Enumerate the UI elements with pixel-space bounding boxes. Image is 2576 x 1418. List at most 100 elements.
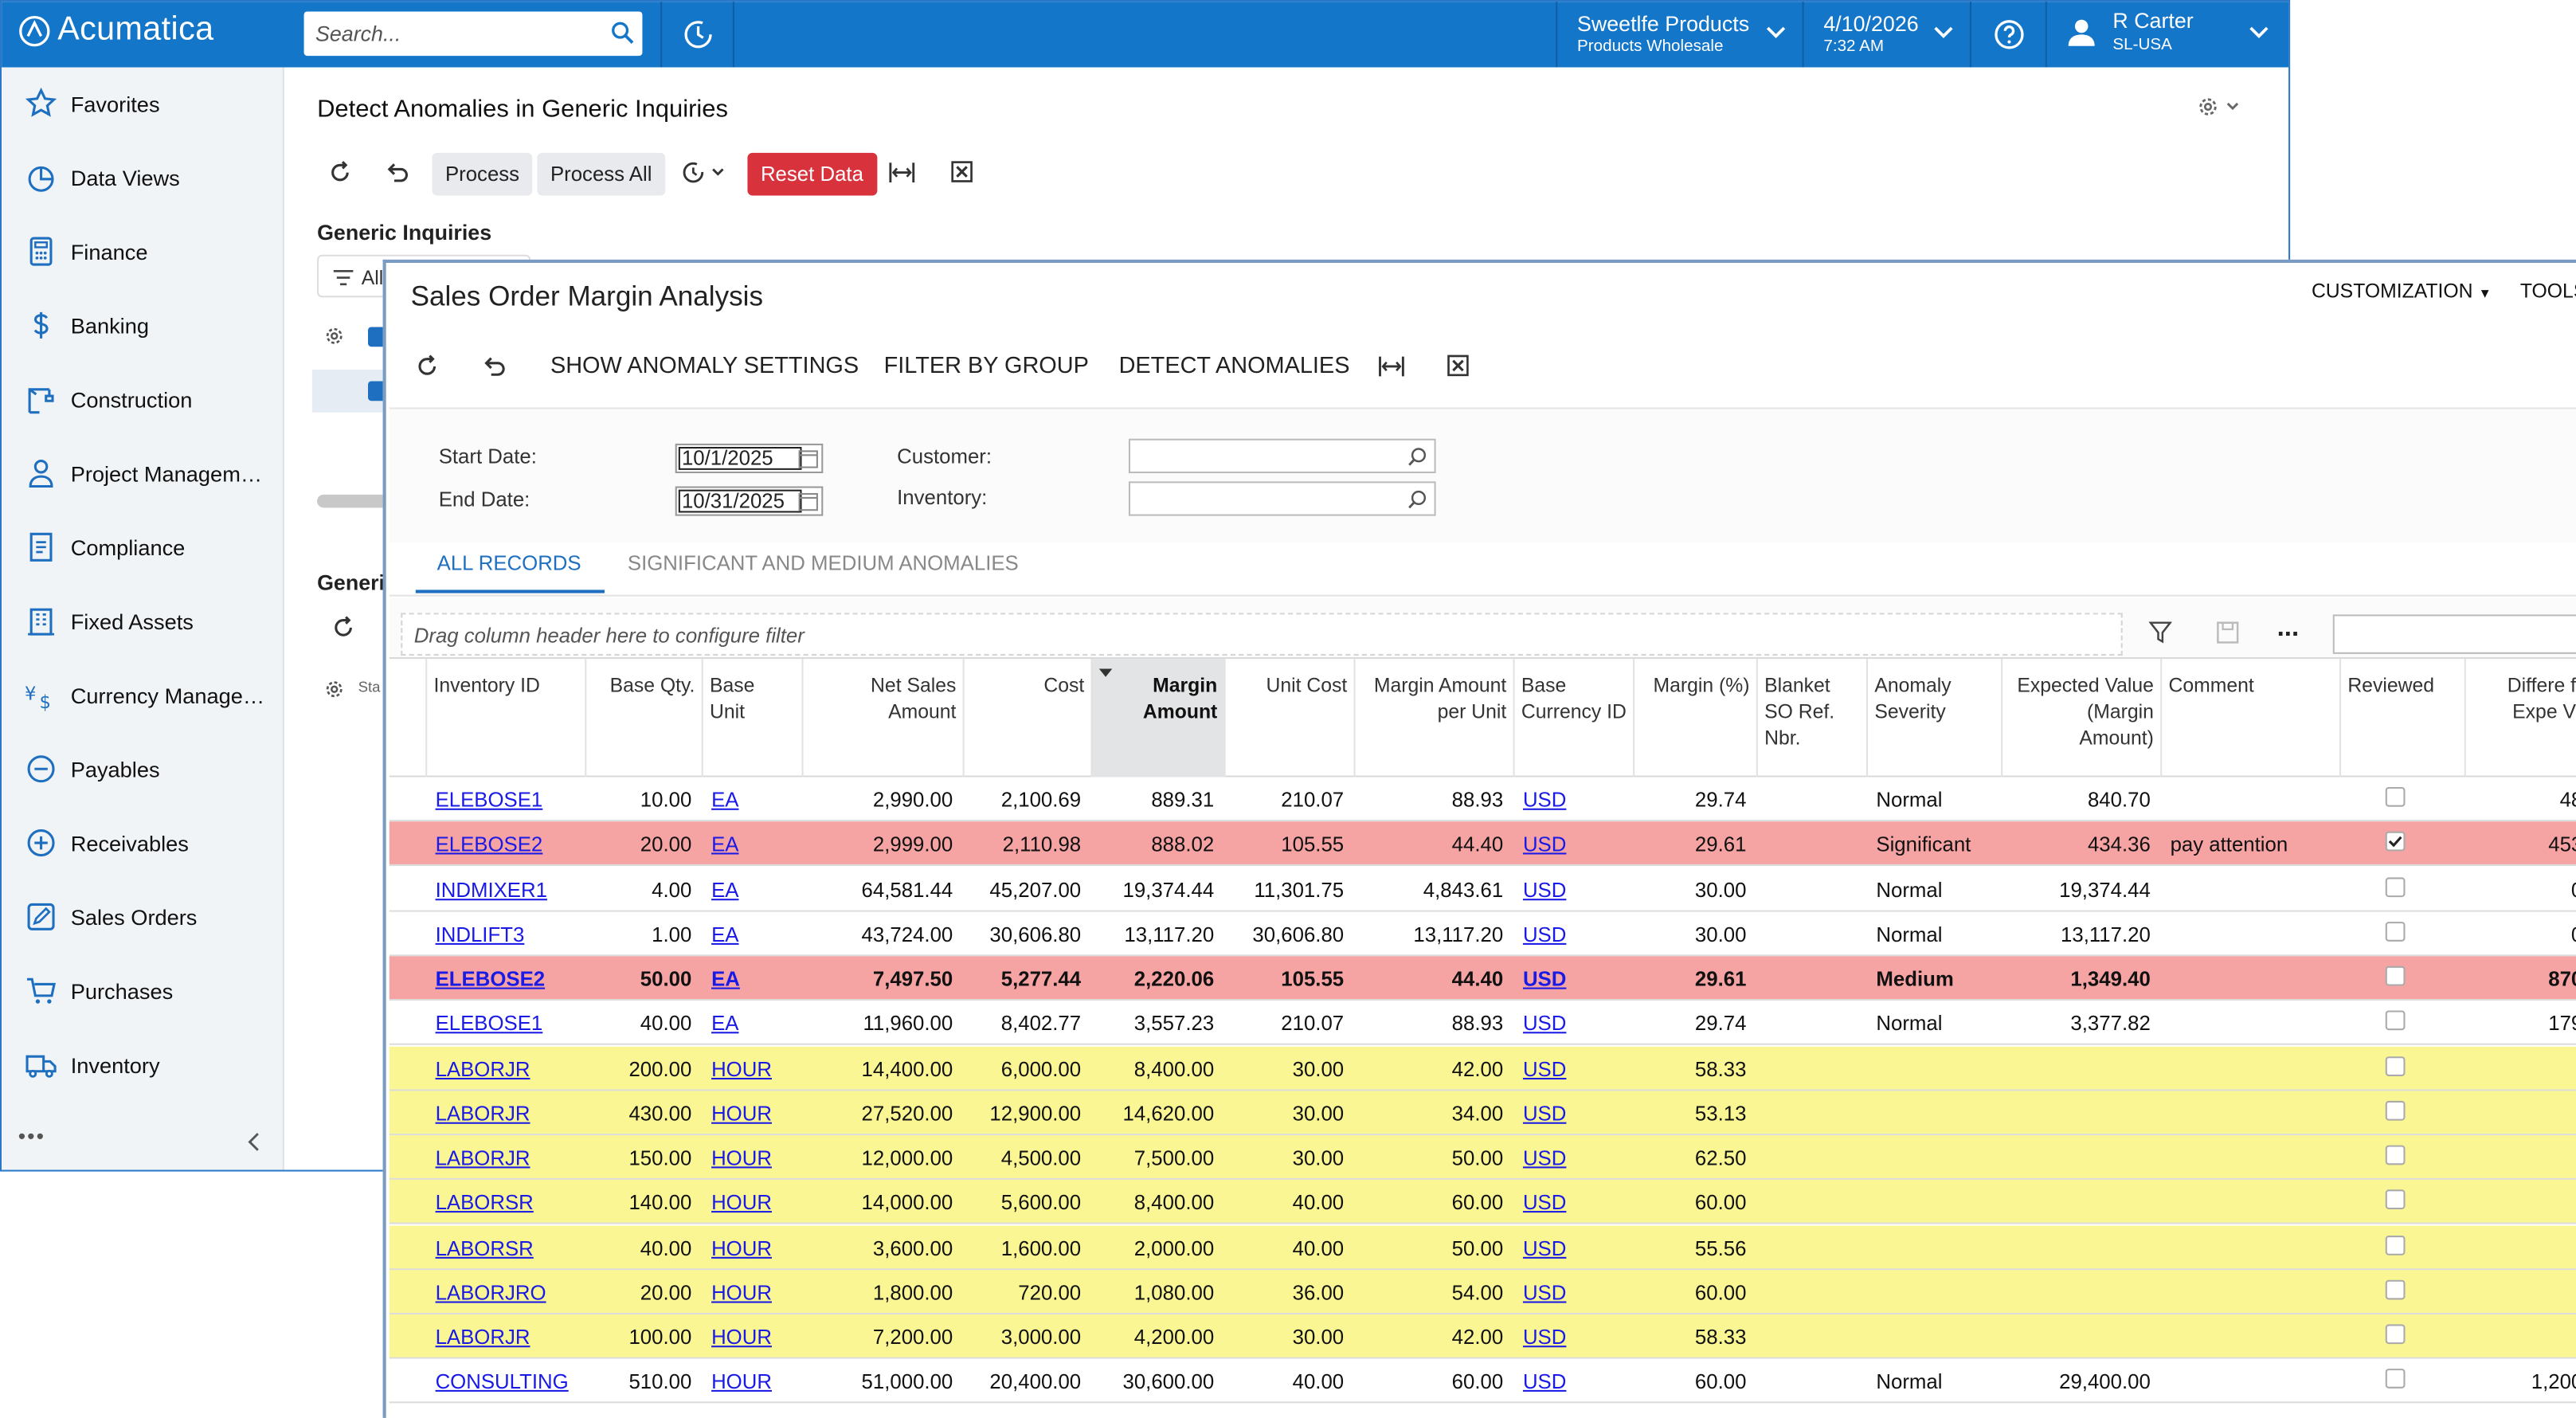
sidebar-item-purchases[interactable]: Purchases [25, 974, 173, 1007]
column-header-inv[interactable]: Inventory ID [425, 659, 585, 778]
cell-unit[interactable]: HOUR [711, 1236, 772, 1259]
cell-cur[interactable]: USD [1522, 789, 1567, 812]
table-row[interactable]: LABORJR 150.00 HOUR 12,000.00 4,500.00 7,500.… [389, 1135, 2576, 1180]
cell-inv[interactable]: LABORJR [435, 1146, 530, 1170]
reviewed-checkbox[interactable] [2385, 1145, 2406, 1165]
sidebar-item-banking[interactable]: Banking [25, 309, 149, 342]
group-by-drop-zone[interactable]: Drag column header here to configure fil… [401, 613, 2123, 656]
cell-cur[interactable]: USD [1522, 1326, 1567, 1349]
search-icon[interactable] [1408, 490, 1428, 510]
show-anomaly-settings-button[interactable]: SHOW ANOMALY SETTINGS [550, 351, 859, 378]
search-icon[interactable] [611, 22, 634, 45]
reviewed-checkbox[interactable] [2385, 1369, 2406, 1389]
column-header-pct[interactable]: Margin (%) [1633, 659, 1756, 778]
cell-inv[interactable]: INDLIFT3 [435, 922, 525, 946]
table-row[interactable]: LABORJR 430.00 HOUR 27,520.00 12,900.00 14,62… [389, 1090, 2576, 1135]
table-row[interactable]: ELEBOSE2 20.00 EA 2,999.00 2,110.98 888.02 105… [389, 821, 2576, 867]
cell-inv[interactable]: CONSULTING [435, 1370, 569, 1394]
tab-significant-anomalies[interactable]: SIGNIFICANT AND MEDIUM ANOMALIES [627, 552, 1019, 575]
search-input[interactable]: Search... [303, 11, 643, 57]
start-date-field[interactable]: 10/1/2025 [675, 443, 824, 473]
cell-cur[interactable]: USD [1522, 1370, 1567, 1394]
tab-all-records[interactable]: ALL RECORDS [437, 552, 581, 575]
cell-cur[interactable]: USD [1522, 1057, 1567, 1081]
detect-anomalies-button[interactable]: DETECT ANOMALIES [1118, 351, 1350, 378]
cell-inv[interactable]: ELEBOSE2 [435, 967, 546, 991]
horizontal-scrollbar[interactable] [317, 494, 391, 508]
excel-export-icon[interactable] [951, 161, 973, 182]
search-icon[interactable] [1408, 447, 1428, 467]
sidebar-item-data-views[interactable]: Data Views [25, 161, 180, 194]
schedule-icon[interactable] [682, 161, 728, 184]
sidebar-item-inventory[interactable]: Inventory [25, 1048, 160, 1081]
cell-inv[interactable]: LABORSR [435, 1236, 534, 1259]
column-header-mpu[interactable]: Margin Amount per Unit [1353, 659, 1513, 778]
reviewed-checkbox[interactable] [2385, 966, 2406, 986]
column-header-unit[interactable]: Base Unit [701, 659, 802, 778]
table-row[interactable]: LABORJR 100.00 HOUR 7,200.00 3,000.00 4,200.0… [389, 1314, 2576, 1359]
reviewed-checkbox[interactable] [2385, 876, 2406, 897]
cell-cur[interactable]: USD [1522, 1236, 1567, 1259]
company-selector[interactable]: Sweetlfe Products Products Wholesale [1556, 2, 1802, 68]
cell-unit[interactable]: HOUR [711, 1326, 772, 1349]
reviewed-checkbox[interactable] [2385, 1324, 2406, 1345]
sidebar-item-project-managem[interactable]: Project Managem… [25, 456, 262, 489]
reviewed-checkbox[interactable] [2385, 786, 2406, 807]
cell-inv[interactable]: LABORSR [435, 1191, 534, 1215]
sidebar-item-payables[interactable]: Payables [25, 753, 160, 785]
cell-inv[interactable]: ELEBOSE1 [435, 789, 543, 812]
sidebar-item-construction[interactable]: Construction [25, 383, 192, 416]
column-header-rev[interactable]: Reviewed [2339, 659, 2464, 778]
cell-cur[interactable]: USD [1522, 1102, 1567, 1126]
cell-inv[interactable]: LABORJR [435, 1102, 530, 1126]
column-header-diff[interactable]: Differe f Expe V [2464, 659, 2576, 778]
column-header-sev[interactable]: Anomaly Severity [1866, 659, 2001, 778]
undo-icon[interactable] [481, 355, 506, 378]
calendar-icon[interactable] [798, 449, 818, 468]
cell-cur[interactable]: USD [1522, 1146, 1567, 1170]
cell-inv[interactable]: LABORJR [435, 1057, 530, 1081]
cell-cur[interactable]: USD [1522, 878, 1567, 902]
collapse-sidebar-icon[interactable] [248, 1132, 261, 1152]
filter-icon[interactable] [2148, 621, 2172, 644]
reviewed-checkbox[interactable] [2385, 921, 2406, 942]
table-row[interactable]: INDMIXER1 4.00 EA 64,581.44 45,207.00 19,374.… [389, 866, 2576, 911]
table-row[interactable]: LABORSR 140.00 HOUR 14,000.00 5,600.00 8,400.… [389, 1180, 2576, 1225]
process-all-button[interactable]: Process All [537, 152, 665, 196]
sidebar-item-sales-orders[interactable]: Sales Orders [25, 900, 197, 933]
table-row[interactable]: LABORJRO 20.00 HOUR 1,800.00 720.00 1,080.00 3… [389, 1269, 2576, 1314]
table-row[interactable]: LABORSR 40.00 HOUR 3,600.00 1,600.00 2,000.00… [389, 1224, 2576, 1270]
reviewed-checkbox[interactable] [2385, 1100, 2406, 1121]
save-icon[interactable] [2216, 621, 2239, 644]
fit-to-screen-icon[interactable] [1378, 355, 1404, 378]
date-selector[interactable]: 4/10/2026 7:32 AM [1802, 2, 1970, 68]
refresh-icon[interactable] [329, 161, 352, 184]
cell-cur[interactable]: USD [1522, 1191, 1567, 1215]
sidebar-item-currency-manage[interactable]: ¥ $ Currency Manage… [25, 679, 264, 711]
excel-export-icon[interactable] [1447, 354, 1469, 377]
customer-selector[interactable] [1128, 438, 1436, 473]
cell-cur[interactable]: USD [1522, 967, 1567, 991]
cell-unit[interactable]: HOUR [711, 1191, 772, 1215]
column-header-cur[interactable]: Base Currency ID [1513, 659, 1634, 778]
end-date-field[interactable]: 10/31/2025 [675, 486, 824, 516]
sidebar-item-receivables[interactable]: Receivables [25, 826, 189, 859]
user-menu[interactable]: R Carter SL-USA [2045, 2, 2285, 68]
reviewed-checkbox[interactable] [2385, 1234, 2406, 1255]
customization-menu[interactable]: CUSTOMIZATION ▼ [2312, 280, 2492, 303]
cell-unit[interactable]: HOUR [711, 1057, 772, 1081]
cell-unit[interactable]: HOUR [711, 1102, 772, 1126]
column-header-cost[interactable]: Cost [962, 659, 1091, 778]
history-icon[interactable] [682, 18, 714, 51]
cell-unit[interactable]: HOUR [711, 1146, 772, 1170]
filter-by-group-button[interactable]: FILTER BY GROUP [883, 351, 1089, 378]
column-header-comment[interactable]: Comment [2160, 659, 2339, 778]
column-header-exp[interactable]: Expected Value (Margin Amount) [2001, 659, 2160, 778]
sidebar-item-finance[interactable]: Finance [25, 235, 147, 268]
reviewed-checkbox[interactable] [2385, 1279, 2406, 1299]
reviewed-checkbox[interactable] [2385, 832, 2406, 852]
cell-unit[interactable]: EA [711, 878, 739, 902]
grid-search-input[interactable] [2332, 614, 2576, 654]
cell-unit[interactable]: EA [711, 833, 739, 857]
